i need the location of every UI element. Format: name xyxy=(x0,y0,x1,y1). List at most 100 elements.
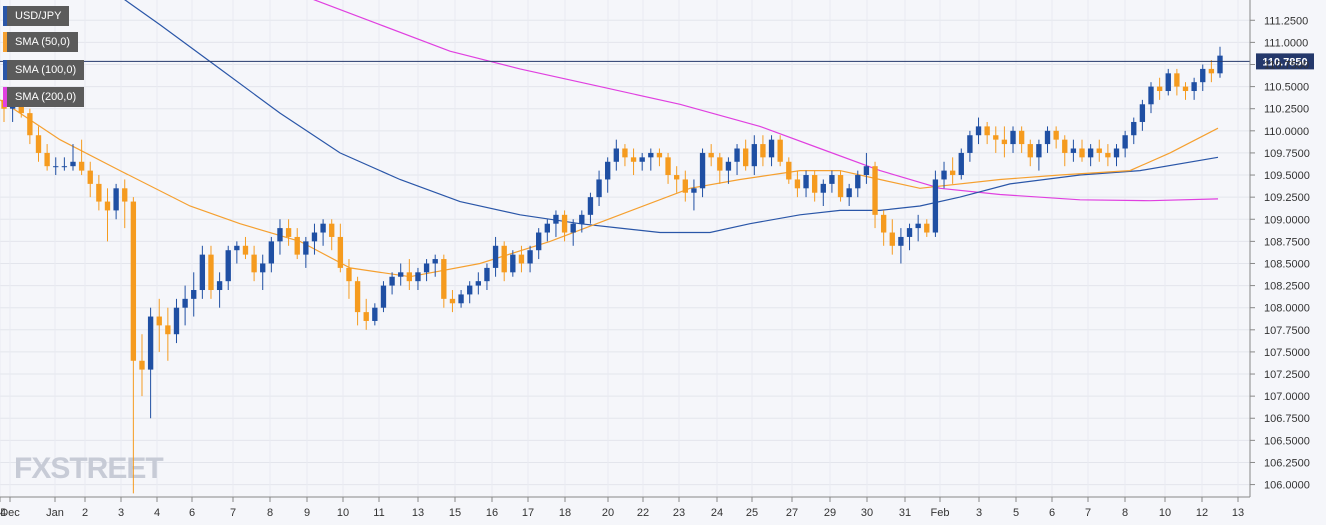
candle-body xyxy=(510,254,516,273)
x-tick-label: 24 xyxy=(711,507,723,519)
candle-body xyxy=(147,316,154,370)
candle-body xyxy=(760,144,766,158)
y-tick-label: 107.7500 xyxy=(1264,325,1310,337)
candle-body xyxy=(458,294,464,304)
candle-body xyxy=(104,201,111,211)
candle-body xyxy=(691,188,697,193)
candle-body xyxy=(484,267,490,282)
x-tick-label: 7 xyxy=(1085,507,1091,519)
y-tick-label: 110.5000 xyxy=(1264,82,1309,94)
candle-body xyxy=(725,161,732,171)
candle-body xyxy=(811,175,818,193)
price-label: 110.7850 xyxy=(1262,56,1307,68)
candle-body xyxy=(570,223,576,233)
y-tick-label: 108.2500 xyxy=(1264,281,1310,293)
candle-body xyxy=(544,223,550,233)
y-tick-label: 110.0000 xyxy=(1264,126,1309,138)
y-tick-label: 109.2500 xyxy=(1264,192,1310,204)
candle-body xyxy=(44,152,50,167)
candle-body xyxy=(320,223,326,233)
candle-body xyxy=(406,272,413,282)
candle-body xyxy=(87,170,93,184)
candle-body xyxy=(1122,135,1128,149)
x-tick-label: 29 xyxy=(824,507,836,519)
x-tick-label: 13 xyxy=(412,507,424,519)
candle-body xyxy=(1217,55,1223,74)
candle-body xyxy=(794,179,801,189)
x-tick-label: 23 xyxy=(673,507,685,519)
candle-body xyxy=(398,272,404,277)
x-tick-label: 3 xyxy=(976,507,982,519)
candle-body xyxy=(949,170,956,176)
candle-body xyxy=(967,135,973,153)
candle-body xyxy=(475,281,481,286)
legend-item-sma50[interactable]: SMA (50,0) xyxy=(3,32,79,52)
y-tick-label: 108.7500 xyxy=(1264,236,1310,248)
legend-label: SMA (100,0) xyxy=(15,64,77,76)
candle-body xyxy=(182,298,188,308)
candle-body xyxy=(656,152,663,158)
candle-body xyxy=(156,316,162,326)
candle-body xyxy=(35,135,42,153)
x-tick-label: 15 xyxy=(449,507,461,519)
candle-body xyxy=(1018,130,1025,145)
candle-body xyxy=(501,245,507,273)
candle-body xyxy=(682,179,688,193)
candle-body xyxy=(717,157,723,171)
candle-body xyxy=(70,161,76,167)
candle-body xyxy=(536,232,542,251)
candle-body xyxy=(665,157,671,176)
y-tick-label: 108.5000 xyxy=(1264,258,1310,270)
legend-item-sma100[interactable]: SMA (100,0) xyxy=(3,60,85,80)
candle-body xyxy=(372,307,378,321)
candle-body xyxy=(225,250,231,282)
y-tick-label: 110.7500 xyxy=(1264,59,1309,71)
x-tick-label: 6 xyxy=(189,507,195,519)
candle-body xyxy=(1001,139,1008,145)
candle-body xyxy=(1156,86,1163,92)
candle-body xyxy=(1036,144,1042,158)
candle-body xyxy=(1010,130,1016,145)
sma50-line xyxy=(0,99,1219,278)
y-tick-label: 106.7500 xyxy=(1264,413,1310,425)
candle-body xyxy=(846,188,852,198)
x-tick-label: 4 xyxy=(154,507,160,519)
candle-body xyxy=(113,188,119,211)
candle-body xyxy=(449,298,456,304)
candle-body xyxy=(260,263,266,273)
candle-body xyxy=(199,254,206,291)
legend-item-sma200[interactable]: SMA (200,0) xyxy=(3,87,85,107)
candle-body xyxy=(61,166,68,168)
y-tick-label: 108.0000 xyxy=(1264,303,1310,315)
x-tick-label: 10 xyxy=(337,507,349,519)
candle-body xyxy=(346,267,352,282)
legend-swatch xyxy=(3,60,7,80)
candle-body xyxy=(527,250,533,264)
candle-body xyxy=(165,325,171,335)
candle-body xyxy=(579,214,585,224)
current-price-line: 110.7850 xyxy=(0,53,1314,70)
grid-lines xyxy=(0,0,1250,497)
x-tick-label: 27 xyxy=(786,507,798,519)
candle-body xyxy=(708,152,714,158)
legend-label: SMA (200,0) xyxy=(15,91,77,103)
y-tick-label: 107.0000 xyxy=(1264,391,1310,403)
y-tick-label: 111.2500 xyxy=(1264,15,1308,27)
moving-averages xyxy=(0,0,1219,278)
plot-background xyxy=(0,0,1250,497)
x-tick-label: 30 xyxy=(861,507,873,519)
x-tick-label: 8 xyxy=(267,507,273,519)
candle-body xyxy=(837,175,844,198)
x-tick-label: 10 xyxy=(1159,507,1171,519)
legend-swatch xyxy=(3,32,7,52)
y-tick-label: 109.5000 xyxy=(1264,170,1310,182)
y-tick-label: 109.7500 xyxy=(1264,148,1310,160)
candle-body xyxy=(432,259,438,264)
candle-body xyxy=(1200,68,1206,83)
y-tick-label: 106.5000 xyxy=(1264,435,1310,447)
x-tick-label: 13 xyxy=(1232,507,1244,519)
legend-item-usdjpy[interactable]: USD/JPY xyxy=(3,6,70,26)
candle-body xyxy=(467,285,473,295)
